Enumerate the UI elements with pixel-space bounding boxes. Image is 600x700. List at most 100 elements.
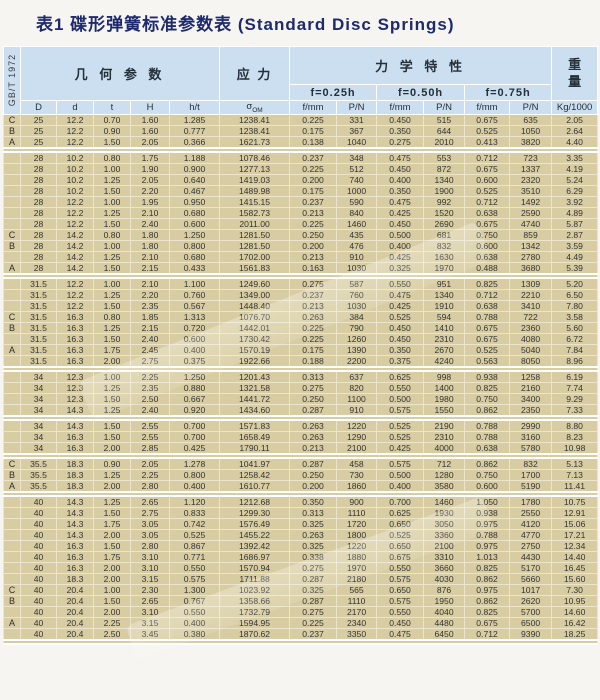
data-cell: 31.5 xyxy=(20,288,57,301)
data-cell: 4.40 xyxy=(551,135,599,149)
data-cell: 1.50 xyxy=(93,539,131,552)
data-cell: 1260 xyxy=(336,332,378,345)
data-cell: 0.175 xyxy=(289,343,338,356)
data-cell: 1400 xyxy=(423,381,466,394)
data-cell: 3580 xyxy=(423,479,466,493)
group-separator-row xyxy=(2,414,599,421)
col-header-t: t xyxy=(93,100,131,115)
data-cell: 2.40 xyxy=(130,403,170,417)
series-label-cell xyxy=(3,206,21,219)
table-row: A 25 12.2 1.50 2.05 0.366 1621.73 0.138 1040 0.27… xyxy=(3,135,599,149)
group-separator-row xyxy=(2,490,599,497)
data-cell: 0.275 xyxy=(289,561,338,574)
data-cell: 25 xyxy=(20,124,57,137)
data-cell: 0.200 xyxy=(289,479,338,493)
data-cell: 16.3 xyxy=(56,332,94,345)
data-cell: 0.675 xyxy=(464,321,511,334)
data-cell: 1.00 xyxy=(93,162,131,175)
series-label-cell xyxy=(3,381,21,394)
data-cell: 1.75 xyxy=(93,343,131,356)
data-cell: 0.675 xyxy=(464,332,511,345)
data-cell: 1415.15 xyxy=(219,195,291,208)
data-cell: 40 xyxy=(20,539,57,552)
data-cell: 0.825 xyxy=(464,277,511,290)
table-row: 40 14.3 2.00 3.05 0.525 1455.22 0.263 1800 0.525… xyxy=(3,528,599,541)
data-cell: 2210 xyxy=(509,288,553,301)
data-cell: 14.3 xyxy=(56,506,94,519)
data-cell: 0.475 xyxy=(376,195,425,208)
data-cell: 1110 xyxy=(336,506,378,519)
data-cell: 0.712 xyxy=(464,627,511,641)
series-label-cell xyxy=(3,184,21,197)
data-cell: 4770 xyxy=(509,528,553,541)
data-cell: 1800 xyxy=(336,528,378,541)
data-cell: 1.285 xyxy=(168,113,221,126)
data-cell: 0.800 xyxy=(168,468,221,481)
data-cell: 2.00 xyxy=(93,479,131,493)
data-cell: 28 xyxy=(20,250,57,263)
data-cell: 1.95 xyxy=(130,195,170,208)
data-cell: 5170 xyxy=(509,561,553,574)
table-row: C 31.5 16.3 0.80 1.85 1.313 1076.70 0.263 384 0.5… xyxy=(3,310,599,323)
data-cell: 5.87 xyxy=(551,217,599,230)
data-cell: 1870.62 xyxy=(219,627,291,641)
data-cell: 0.475 xyxy=(376,151,425,164)
table-row: 40 20.4 2.00 3.10 0.550 1732.79 0.275 2170 0.550… xyxy=(3,605,599,618)
data-cell: 28 xyxy=(20,206,57,219)
data-cell: 12.2 xyxy=(56,135,94,149)
data-cell: 0.225 xyxy=(289,321,338,334)
data-cell: 11.41 xyxy=(551,479,599,493)
data-cell: 3.35 xyxy=(551,151,599,164)
data-cell: 2.05 xyxy=(551,113,599,126)
data-cell: 0.338 xyxy=(289,550,338,563)
data-cell: 0.675 xyxy=(464,113,511,126)
data-cell: 1050 xyxy=(509,124,553,137)
series-label-cell xyxy=(3,561,21,574)
data-cell: 0.450 xyxy=(376,332,425,345)
data-cell: 0.188 xyxy=(289,354,338,368)
data-cell: 0.600 xyxy=(464,479,511,493)
data-cell: 1258.42 xyxy=(219,468,291,481)
data-cell: 2.65 xyxy=(130,594,170,607)
data-cell: 0.750 xyxy=(464,392,511,405)
data-cell: 0.450 xyxy=(376,321,425,334)
data-cell: 0.225 xyxy=(289,332,338,345)
data-cell: 1720 xyxy=(336,517,378,530)
data-cell: 2010 xyxy=(423,135,466,149)
data-cell: 0.625 xyxy=(376,370,425,383)
data-cell: 0.638 xyxy=(464,441,511,455)
data-cell: 0.600 xyxy=(464,239,511,252)
data-cell: 1576.49 xyxy=(219,517,291,530)
data-cell: 1419.03 xyxy=(219,173,291,186)
data-cell: 0.350 xyxy=(376,343,425,356)
page-title: 表1 碟形弹簧标准参数表 (Standard Disc Springs) xyxy=(36,15,455,34)
data-cell: 1.00 xyxy=(93,239,131,252)
table-row: 34 14.3 1.50 2.55 0.700 1571.83 0.263 1220 0.525… xyxy=(3,419,599,432)
data-cell: 2.05 xyxy=(130,173,170,186)
series-label-cell xyxy=(3,173,21,186)
table-row: 28 10.2 1.00 1.90 0.900 1277.13 0.225 512 0.450 8… xyxy=(3,162,599,175)
data-cell: 1249.60 xyxy=(219,277,291,290)
data-cell: 1281.50 xyxy=(219,228,291,241)
data-cell: 0.325 xyxy=(289,539,338,552)
data-cell: 14.40 xyxy=(551,550,599,563)
data-cell: 1.50 xyxy=(93,261,131,275)
data-cell: 0.475 xyxy=(376,288,425,301)
data-cell: 740 xyxy=(336,173,378,186)
data-cell: 0.225 xyxy=(289,217,338,230)
data-cell: 12.2 xyxy=(56,299,94,312)
data-cell: 40 xyxy=(20,583,57,596)
data-cell: 644 xyxy=(423,124,466,137)
data-cell: 730 xyxy=(336,468,378,481)
data-cell: 1041.97 xyxy=(219,457,291,470)
series-label-cell: C xyxy=(3,310,21,323)
header-weight: 重 量 xyxy=(551,46,599,101)
data-cell: 1460 xyxy=(336,217,378,230)
col-header-f075: f/mm xyxy=(464,100,511,115)
table-row: C 25 12.2 0.70 1.60 1.285 1238.41 0.225 331 0.450… xyxy=(3,113,599,126)
standard-label: GB/T 1972 xyxy=(7,54,17,107)
data-cell: 2.55 xyxy=(130,419,170,432)
data-cell: 3.59 xyxy=(551,239,599,252)
data-cell: 5.13 xyxy=(551,457,599,470)
data-cell: 40 xyxy=(20,594,57,607)
